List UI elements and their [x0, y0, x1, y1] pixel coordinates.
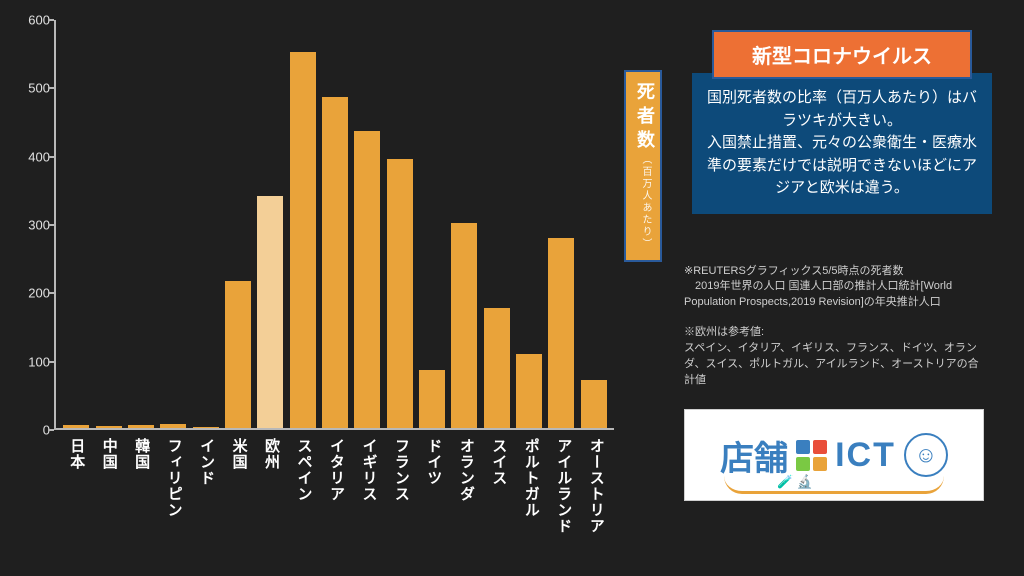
bar	[354, 131, 380, 428]
y-axis-title-main: 死者数	[635, 82, 655, 154]
footnotes: ※REUTERSグラフィックス5/5時点の死者数 2019年世界の人口 国連人口…	[684, 264, 984, 390]
bar	[387, 159, 413, 428]
x-axis-labels: 日本中国韓国フィリピンインド米国欧州スペインイタリアイギリスフランスドイツオラン…	[54, 434, 614, 534]
bar	[96, 426, 122, 428]
x-tick-label: インド	[191, 434, 217, 534]
logo-text-left: 店舗	[720, 431, 788, 480]
x-tick-label: フランス	[386, 434, 412, 534]
footnote-europe: ※欧州は参考値:スペイン、イタリア、イギリス、フランス、ドイツ、オランダ、スイス…	[684, 325, 984, 389]
y-axis-ticks: 0100200300400500600	[18, 20, 54, 430]
x-tick-label: オランダ	[451, 434, 477, 534]
bar	[451, 223, 477, 428]
description-text: 国別死者数の比率（百万人あたり）はバラツキが大きい。入国禁止措置、元々の公衆衛生…	[707, 89, 977, 196]
x-tick-label: 中国	[94, 434, 120, 534]
chart-container: 0100200300400500600 日本中国韓国フィリピンインド米国欧州スペ…	[18, 20, 658, 550]
x-tick-label: 日本	[61, 434, 87, 534]
chart-plot	[54, 20, 614, 430]
bar	[63, 425, 89, 428]
x-tick-label: スペイン	[289, 434, 315, 534]
y-tick-label: 300	[18, 218, 50, 233]
logo-text-right: ICT	[835, 436, 896, 475]
y-tick-label: 500	[18, 81, 50, 96]
bar	[322, 97, 348, 428]
x-tick-label: イタリア	[321, 434, 347, 534]
x-tick-label: 欧州	[256, 434, 282, 534]
footnote-source: ※REUTERSグラフィックス5/5時点の死者数 2019年世界の人口 国連人口…	[684, 264, 984, 312]
y-tick-label: 100	[18, 354, 50, 369]
x-tick-label: イギリス	[353, 434, 379, 534]
chart-bars	[56, 20, 614, 428]
bar	[160, 424, 186, 428]
y-tick-label: 0	[18, 423, 50, 438]
x-tick-label: ドイツ	[418, 434, 444, 534]
x-tick-label: フィリピン	[159, 434, 185, 534]
x-tick-label: ポルトガル	[516, 434, 542, 534]
bar	[516, 354, 542, 428]
x-tick-label: 韓国	[126, 434, 152, 534]
bar	[257, 196, 283, 428]
bar	[581, 380, 607, 428]
x-tick-label: オーストリア	[581, 434, 607, 534]
y-axis-title-sub: （百万人あたり）	[640, 154, 651, 250]
y-tick-label: 400	[18, 149, 50, 164]
y-tick-label: 600	[18, 13, 50, 28]
headline-text: 新型コロナウイルス	[752, 46, 932, 68]
y-tick-label: 200	[18, 286, 50, 301]
y-axis-title-badge: 死者数（百万人あたり）	[624, 70, 662, 262]
bar	[484, 308, 510, 428]
bar	[193, 427, 219, 428]
avatar-icon: ☺	[904, 433, 948, 477]
headline-box: 新型コロナウイルス	[712, 30, 972, 79]
bar	[128, 425, 154, 428]
bar	[290, 52, 316, 428]
logo-arc-icon	[724, 476, 944, 494]
logo-squares-icon	[796, 440, 827, 471]
bar	[419, 370, 445, 428]
x-tick-label: 米国	[224, 434, 250, 534]
bar	[225, 281, 251, 428]
logo-card: 店舗 ICT ☺ 🧪 🔬	[684, 409, 984, 501]
x-tick-label: アイルランド	[548, 434, 574, 534]
description-box: 国別死者数の比率（百万人あたり）はバラツキが大きい。入国禁止措置、元々の公衆衛生…	[692, 73, 992, 214]
x-tick-label: スイス	[483, 434, 509, 534]
bar	[548, 238, 574, 428]
side-panel: 新型コロナウイルス 国別死者数の比率（百万人あたり）はバラツキが大きい。入国禁止…	[684, 30, 1000, 501]
